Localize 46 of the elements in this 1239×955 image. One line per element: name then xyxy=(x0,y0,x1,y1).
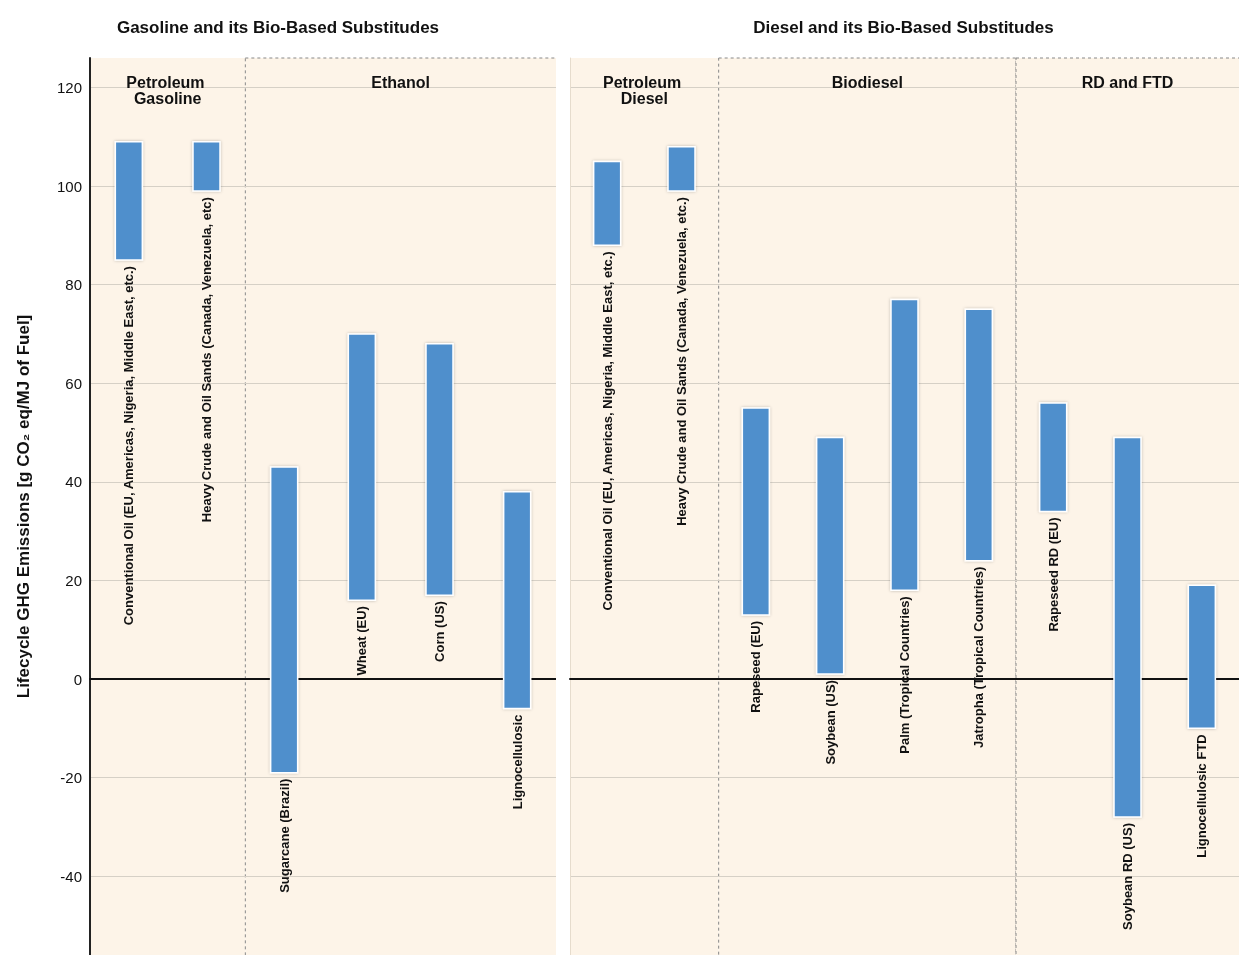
band-label: Petroleum Diesel xyxy=(602,73,686,107)
y-tick-label: 120 xyxy=(56,79,82,97)
bar xyxy=(964,308,994,562)
x-tick-label: Lignocellulosic FTD xyxy=(1194,734,1210,858)
chart-title: Gasoline and its Bio-Based Substitudes xyxy=(116,18,440,37)
bar xyxy=(741,407,771,616)
y-tick-label: 20 xyxy=(65,571,82,589)
bar xyxy=(1187,584,1217,730)
chart-title: Diesel and its Bio-Based Substitudes xyxy=(753,18,1054,37)
bar xyxy=(815,436,845,675)
bar xyxy=(114,141,144,261)
bar xyxy=(502,490,532,710)
x-tick-label: Soybean RD (US) xyxy=(1120,823,1135,930)
band-label: Biodiesel xyxy=(831,73,903,91)
y-tick-label: 100 xyxy=(56,177,82,195)
y-tick-label: -40 xyxy=(60,867,82,885)
y-tick-label: 60 xyxy=(65,374,82,392)
x-tick-label: Soybean (US) xyxy=(822,680,838,765)
x-tick-label: Sugarcane (Brazil) xyxy=(276,778,292,893)
x-tick-label: Rapeseed (EU) xyxy=(748,620,764,713)
x-tick-label: Lignocellulosic xyxy=(509,714,525,810)
x-tick-label: Conventional Oil (EU, Americas, Nigeria, Middle East, etc.) xyxy=(599,251,615,611)
bar xyxy=(425,343,454,596)
y-tick-label: 0 xyxy=(73,670,82,688)
x-tick-label: Heavy Crude and Oil Sands (Canada, Venezuela, etc) xyxy=(199,197,214,523)
bar xyxy=(269,466,299,774)
bar xyxy=(890,298,919,592)
band-label: Petroleum Gasoline xyxy=(126,73,210,107)
bar xyxy=(1038,402,1068,513)
bar xyxy=(667,145,696,192)
x-tick-label: Corn (US) xyxy=(432,601,447,662)
x-tick-label: Rapeseed RD (EU) xyxy=(1045,517,1061,632)
band-label: Ethanol xyxy=(371,73,430,91)
bar xyxy=(347,333,377,601)
band-label: RD and FTD xyxy=(1081,73,1174,91)
bar xyxy=(592,160,622,247)
y-tick-label: -20 xyxy=(60,769,82,787)
x-tick-label: Heavy Crude and Oil Sands (Canada, Venezuela, etc.) xyxy=(674,197,689,526)
x-tick-label: Jatropha (Tropical Countries) xyxy=(971,566,987,749)
x-tick-label: Conventional Oil (EU, Americas, Nigeria, Middle East, etc.) xyxy=(121,266,137,626)
bar xyxy=(1113,436,1142,818)
y-axis-title: Lifecycle GHG Emissions [g CO₂ eq/MJ of Fuel] xyxy=(14,314,33,699)
x-tick-label: Wheat (EU) xyxy=(354,606,370,676)
y-tick-label: 80 xyxy=(65,276,82,294)
bar xyxy=(192,141,221,192)
y-tick-label: 40 xyxy=(65,473,82,491)
